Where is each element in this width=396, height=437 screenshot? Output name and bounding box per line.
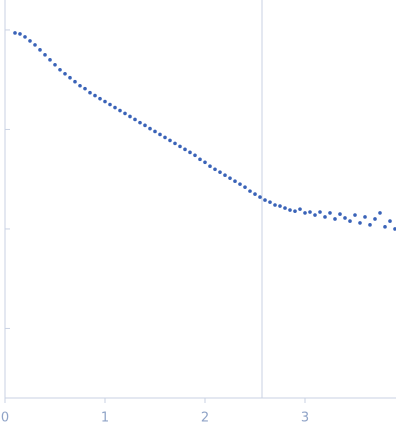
point <box>113 105 117 110</box>
point <box>248 189 252 193</box>
point <box>218 170 222 174</box>
point <box>343 216 347 220</box>
point <box>108 102 112 107</box>
point <box>258 195 262 199</box>
point <box>393 227 396 231</box>
x-tick-label: 2 <box>201 411 209 426</box>
point <box>133 117 137 122</box>
point <box>313 213 317 217</box>
point <box>13 31 17 35</box>
point <box>213 167 217 172</box>
point <box>58 67 62 72</box>
point <box>223 173 227 177</box>
point <box>318 210 322 214</box>
x-tick-label: 3 <box>301 411 309 426</box>
point <box>93 93 97 98</box>
point <box>303 211 307 215</box>
point <box>253 192 257 196</box>
point <box>98 96 102 101</box>
point <box>203 160 207 165</box>
point <box>68 75 72 80</box>
point <box>148 126 152 131</box>
point <box>268 200 272 204</box>
point <box>88 90 92 95</box>
point <box>233 179 237 183</box>
point <box>373 217 377 221</box>
point <box>118 108 122 113</box>
point <box>183 147 187 152</box>
point <box>18 32 22 36</box>
point <box>43 53 47 57</box>
point <box>378 211 382 215</box>
point <box>188 150 192 155</box>
point <box>78 83 82 88</box>
point <box>243 185 247 189</box>
point <box>23 35 27 39</box>
point <box>263 198 267 202</box>
point <box>128 114 132 119</box>
point <box>63 71 67 76</box>
point <box>333 217 337 221</box>
point <box>33 43 37 47</box>
point <box>138 120 142 125</box>
point <box>153 129 157 134</box>
point <box>278 204 282 208</box>
point <box>83 86 87 91</box>
point <box>238 182 242 186</box>
point <box>363 215 367 219</box>
point <box>348 219 352 223</box>
point <box>28 39 32 43</box>
point <box>388 219 392 223</box>
point <box>293 209 297 213</box>
point <box>158 132 162 137</box>
point <box>283 206 287 210</box>
point <box>383 225 387 229</box>
point <box>103 99 107 104</box>
point <box>143 123 147 128</box>
point <box>73 79 77 84</box>
point <box>53 62 57 67</box>
point <box>193 153 197 158</box>
point <box>368 223 372 227</box>
point <box>353 213 357 217</box>
point <box>38 48 42 52</box>
point <box>328 211 332 215</box>
point <box>123 111 127 116</box>
point <box>308 210 312 214</box>
point <box>208 164 212 169</box>
point <box>338 212 342 216</box>
x-tick-label: 0 <box>1 411 9 426</box>
point <box>198 157 202 162</box>
point <box>163 135 167 140</box>
point <box>168 138 172 143</box>
x-tick-label: 1 <box>101 411 109 426</box>
point <box>273 203 277 207</box>
point <box>358 221 362 225</box>
point <box>323 215 327 219</box>
point <box>48 58 52 62</box>
point <box>173 141 177 146</box>
point <box>298 207 302 211</box>
point <box>178 144 182 149</box>
point <box>288 208 292 212</box>
point <box>228 176 232 180</box>
